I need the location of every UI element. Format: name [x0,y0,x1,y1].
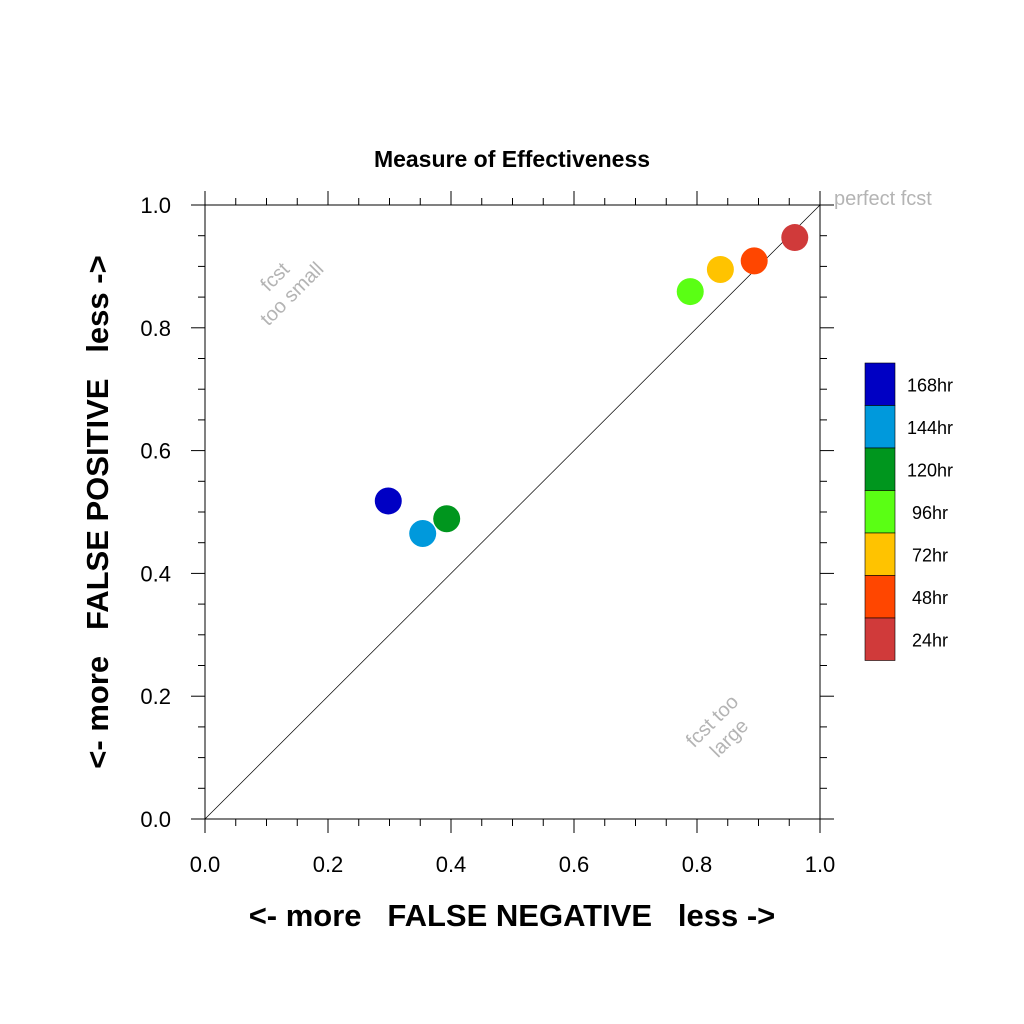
data-points [374,224,809,547]
plot-area: 0.0 0.2 0.4 0.6 0.8 1.0 0.0 0.2 0.4 0.6 0.8 1.0 [140,191,835,877]
x-tick-label: 0.4 [436,852,467,877]
annotation-perfect-fcst: perfect fcst [834,188,932,210]
legend-label-48hr: 48hr [912,588,948,608]
legend-swatch-48hr [864,575,896,619]
point-72hr [706,255,734,283]
legend-swatch-144hr [864,405,896,449]
legend-swatch-72hr [864,532,896,576]
x-tick-label: 1.0 [805,852,836,877]
legend-label-96hr: 96hr [912,503,948,523]
legend-label-24hr: 24hr [912,630,948,650]
legend: 168hr 144hr 120hr 96hr 72hr 48hr 24hr [864,362,953,661]
x-tick-label: 0.2 [313,852,344,877]
y-tick-label: 0.6 [140,439,171,464]
y-tick-label: 0.4 [140,561,171,586]
x-tick-label: 0.0 [190,852,221,877]
x-tick-labels: 0.0 0.2 0.4 0.6 0.8 1.0 [190,852,836,877]
legend-swatch-168hr [864,362,896,406]
y-tick-label: 0.8 [140,316,171,341]
y-tick-label: 1.0 [140,193,171,218]
legend-swatch-24hr [864,617,896,661]
y-tick-label: 0.2 [140,684,171,709]
annotation-fcst-too-small: fcst too small [256,258,328,330]
legend-swatch-96hr [864,490,896,534]
point-168hr [374,487,402,515]
legend-label-168hr: 168hr [907,375,953,395]
point-24hr [781,224,809,252]
legend-label-72hr: 72hr [912,545,948,565]
y-tick-labels: 0.0 0.2 0.4 0.6 0.8 1.0 [140,193,171,832]
y-axis-label: <- more FALSE POSITIVE less -> [80,255,115,768]
legend-label-144hr: 144hr [907,418,953,438]
perfect-forecast-diagonal [204,204,821,820]
legend-label-120hr: 120hr [907,460,953,480]
x-axis-label: <- more FALSE NEGATIVE less -> [249,898,776,933]
legend-swatch-120hr [864,447,896,491]
x-tick-label: 0.8 [682,852,713,877]
point-120hr [433,505,461,533]
chart-title: Measure of Effectiveness [374,146,650,172]
annotation-fcst-too-large: fcst too large [682,691,753,762]
point-48hr [740,247,768,275]
point-144hr [409,519,437,547]
y-tick-label: 0.0 [140,807,171,832]
x-tick-label: 0.6 [559,852,590,877]
axis-ticks [191,191,834,833]
point-96hr [676,278,704,306]
